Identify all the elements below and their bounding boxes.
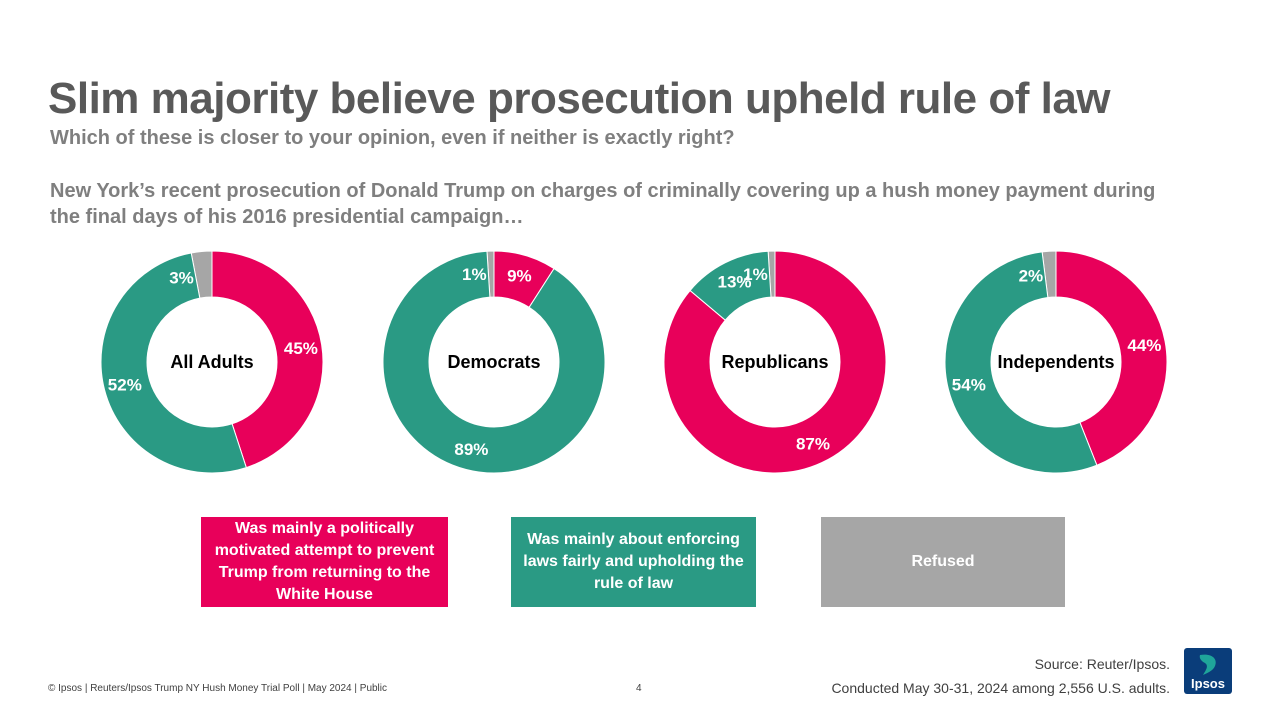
donut-slice-enforcing	[100, 252, 247, 474]
donut-label-political: 9%	[507, 267, 532, 286]
source-note: Source: Reuter/Ipsos.	[1034, 656, 1170, 672]
question-text: New York’s recent prosecution of Donald …	[50, 180, 1156, 228]
donut-center-title: Republicans	[721, 352, 828, 372]
donut-slice-political	[663, 250, 887, 474]
donut-slice-enforcing	[944, 251, 1098, 474]
ipsos-logo-text: Ipsos	[1191, 676, 1225, 691]
donut-label-enforcing: 54%	[952, 375, 986, 394]
footer-copyright: © Ipsos | Reuters/Ipsos Trump NY Hush Mo…	[48, 683, 388, 694]
donut-label-political: 44%	[1127, 336, 1161, 355]
page-number: 4	[636, 683, 642, 694]
donut-label-political: 87%	[796, 435, 830, 454]
donut-independents: 2% 44% 54% Independents	[944, 250, 1168, 474]
donut-label-refused: 3%	[169, 268, 194, 287]
donut-center-title: All Adults	[170, 352, 253, 372]
legend-enforcing-label: Was mainly about enforcing laws fairly a…	[523, 531, 744, 592]
donut-center-title: Independents	[997, 352, 1114, 372]
legend-refused: Refused	[821, 517, 1065, 607]
donut-label-enforcing: 89%	[454, 440, 488, 459]
donut-democrats: 1% 9% 89% Democrats	[382, 250, 606, 474]
donut-label-enforcing: 52%	[108, 375, 142, 394]
legend-refused-label: Refused	[911, 553, 975, 570]
legend-political: Was mainly a politically motivated attem…	[201, 517, 448, 607]
legend-enforcing: Was mainly about enforcing laws fairly a…	[511, 517, 756, 607]
page-subtitle: Which of these is closer to your opinion…	[50, 127, 735, 149]
donut-label-enforcing: 13%	[717, 273, 751, 292]
donut-center-title: Democrats	[447, 352, 540, 372]
donut-all-adults: 3% 45% 52% All Adults	[100, 250, 324, 474]
donut-label-political: 45%	[284, 339, 318, 358]
donut-slice-enforcing	[382, 250, 606, 474]
legend-political-label: Was mainly a politically motivated attem…	[214, 520, 435, 603]
ipsos-logo-mark-icon	[1199, 654, 1216, 675]
donut-slice-political	[211, 250, 324, 469]
donut-label-refused: 2%	[1019, 267, 1044, 286]
ipsos-logo: Ipsos	[1184, 648, 1232, 694]
donut-slice-enforcing	[689, 250, 772, 321]
conducted-note: Conducted May 30-31, 2024 among 2,556 U.…	[831, 680, 1170, 696]
donut-republicans: 1% 87% 13% Republicans	[663, 250, 887, 474]
donut-label-refused: 1%	[743, 265, 768, 284]
donut-label-refused: 1%	[462, 265, 487, 284]
donut-slice-political	[1055, 250, 1168, 466]
page-title: Slim majority believe prosecution upheld…	[48, 74, 1111, 123]
